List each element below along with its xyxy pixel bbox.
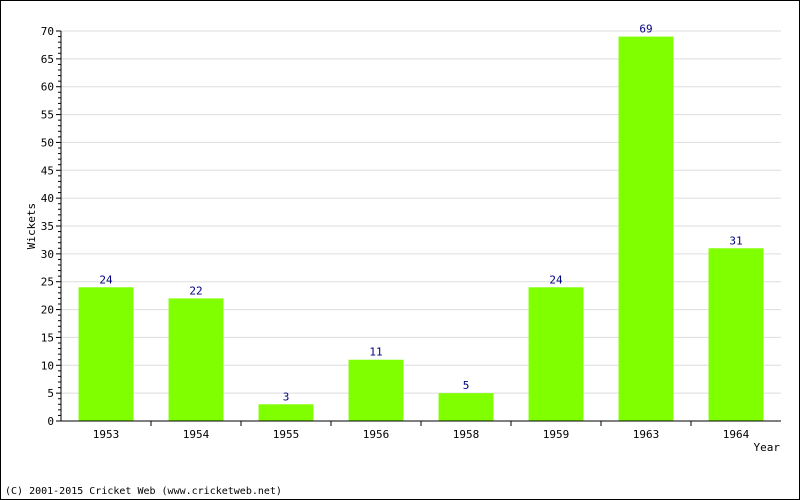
bar-value-label: 22	[189, 284, 202, 297]
y-tick-label: 60	[41, 81, 54, 94]
bar	[708, 248, 764, 421]
bar	[438, 393, 494, 421]
bar	[78, 287, 134, 421]
bar	[618, 36, 674, 421]
y-tick-label: 20	[41, 304, 54, 317]
x-tick-label: 1956	[363, 428, 390, 441]
bar	[258, 404, 314, 421]
copyright-text: (C) 2001-2015 Cricket Web (www.cricketwe…	[5, 486, 282, 497]
bar-value-label: 3	[283, 390, 290, 403]
bar	[348, 359, 404, 421]
bar-value-label: 5	[463, 379, 470, 392]
bars	[78, 36, 764, 421]
x-tick-label: 1953	[93, 428, 120, 441]
y-tick-label: 40	[41, 192, 54, 205]
labels: 0510152025303540455055606570241953221954…	[41, 23, 750, 441]
y-tick-label: 15	[41, 331, 54, 344]
x-axis-title: Year	[754, 441, 781, 454]
bar-value-label: 69	[639, 23, 652, 36]
x-tick-label: 1959	[543, 428, 570, 441]
x-tick-label: 1964	[723, 428, 750, 441]
y-tick-label: 35	[41, 220, 54, 233]
x-tick-label: 1955	[273, 428, 300, 441]
y-tick-label: 50	[41, 136, 54, 149]
bar-value-label: 31	[729, 234, 742, 247]
y-tick-label: 70	[41, 25, 54, 38]
axes	[56, 30, 781, 426]
y-tick-label: 65	[41, 53, 54, 66]
y-axis-title: Wickets	[25, 203, 38, 249]
bar	[528, 287, 584, 421]
x-tick-label: 1963	[633, 428, 660, 441]
x-tick-label: 1958	[453, 428, 480, 441]
bar	[168, 298, 224, 421]
y-tick-label: 10	[41, 359, 54, 372]
bar-value-label: 24	[549, 273, 563, 286]
y-tick-label: 30	[41, 248, 54, 261]
bar-value-label: 24	[99, 273, 113, 286]
bar-value-label: 11	[369, 346, 382, 359]
y-tick-label: 55	[41, 109, 54, 122]
y-tick-label: 5	[47, 387, 54, 400]
y-tick-label: 0	[47, 415, 54, 428]
y-tick-label: 25	[41, 276, 54, 289]
y-tick-label: 45	[41, 164, 54, 177]
x-tick-label: 1954	[183, 428, 210, 441]
